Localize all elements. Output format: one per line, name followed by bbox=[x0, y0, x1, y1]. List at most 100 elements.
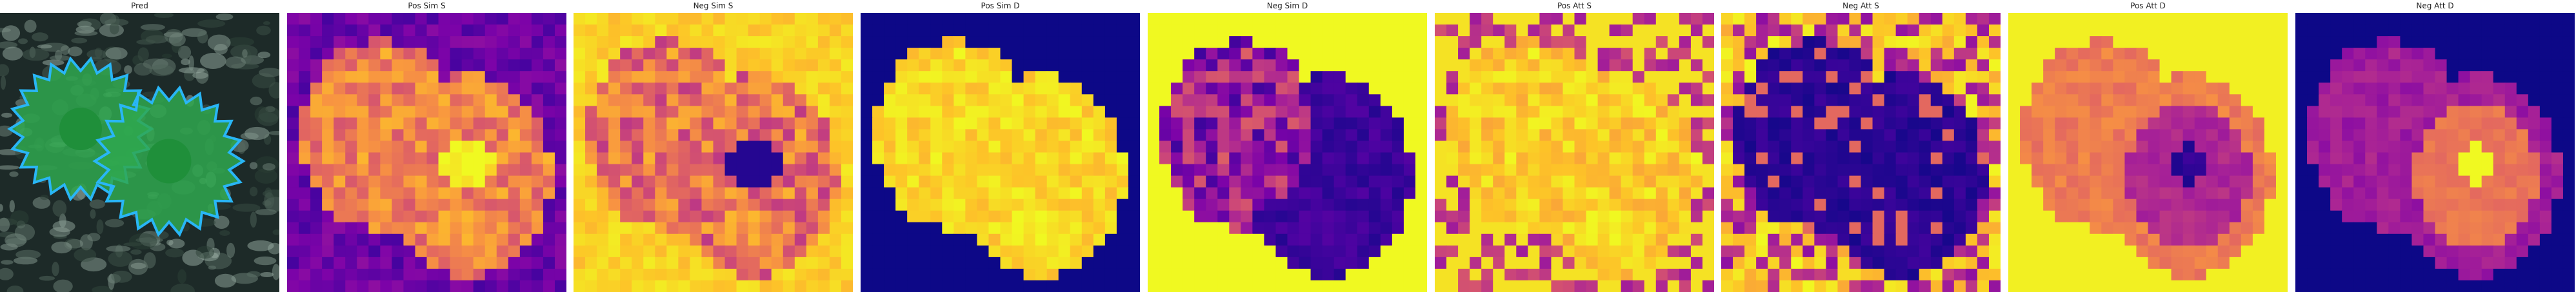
heatmap-cell bbox=[1000, 268, 1013, 281]
heatmap-cell bbox=[1930, 164, 1943, 177]
heatmap-cell bbox=[1609, 187, 1622, 200]
heatmap-cell bbox=[1768, 71, 1780, 83]
heatmap-cell bbox=[2423, 117, 2436, 130]
heatmap-cell bbox=[1895, 71, 1908, 83]
heatmap-cell bbox=[783, 164, 795, 177]
foliage-speck bbox=[77, 21, 92, 28]
heatmap-cell bbox=[783, 71, 795, 83]
heatmap-cell bbox=[1872, 175, 1885, 188]
heatmap-cell bbox=[1229, 245, 1241, 258]
heatmap-cell bbox=[322, 210, 334, 223]
heatmap-cell bbox=[2008, 83, 2021, 95]
heatmap-cell bbox=[1264, 222, 1277, 235]
heatmap-cell bbox=[1093, 187, 1106, 200]
heatmap-cell bbox=[2229, 36, 2242, 48]
heatmap-cell bbox=[713, 117, 726, 130]
heatmap-cell bbox=[2113, 175, 2126, 188]
heatmap-cell bbox=[2159, 36, 2172, 48]
heatmap-cell bbox=[1058, 13, 1071, 25]
heatmap-cell bbox=[872, 94, 884, 106]
heatmap-cell bbox=[1310, 24, 1323, 37]
heatmap-cell bbox=[519, 94, 532, 106]
heatmap-cell bbox=[829, 280, 842, 292]
heatmap-cell bbox=[1621, 117, 1633, 130]
heatmap-cell bbox=[620, 268, 632, 281]
heatmap-cell bbox=[334, 71, 346, 83]
foliage-speck bbox=[214, 273, 237, 288]
heatmap-cell bbox=[1733, 106, 1745, 118]
heatmap-cell bbox=[1679, 164, 1692, 177]
heatmap-cell bbox=[2066, 245, 2079, 258]
heatmap-cell bbox=[1275, 245, 1288, 258]
heatmap-cell bbox=[2101, 36, 2113, 48]
heatmap-cell bbox=[1368, 129, 1381, 142]
heatmap-cell bbox=[1264, 164, 1277, 177]
heatmap-cell bbox=[1644, 210, 1657, 223]
heatmap-cell bbox=[1667, 13, 1680, 25]
heatmap-cell bbox=[543, 24, 555, 37]
heatmap-cell bbox=[724, 164, 737, 177]
heatmap-cell bbox=[1000, 257, 1013, 269]
heatmap-cell bbox=[1380, 59, 1393, 72]
heatmap-cell bbox=[1458, 175, 1470, 188]
heatmap-cell bbox=[2307, 94, 2319, 106]
heatmap-cell bbox=[895, 36, 908, 48]
heatmap-cell bbox=[817, 13, 830, 25]
heatmap-cell bbox=[1744, 199, 1757, 211]
heatmap-cell bbox=[585, 152, 597, 165]
heatmap-cell bbox=[1826, 152, 1839, 165]
heatmap-cell bbox=[322, 187, 334, 200]
heatmap-cell bbox=[2504, 106, 2517, 118]
heatmap-cell bbox=[1081, 152, 1094, 165]
heatmap-cell bbox=[1621, 233, 1633, 246]
heatmap-cell bbox=[643, 94, 655, 106]
heatmap-cell bbox=[2330, 117, 2342, 130]
heatmap-cell bbox=[1171, 59, 1183, 72]
heatmap-cell bbox=[690, 141, 703, 153]
heatmap-cell bbox=[2435, 141, 2448, 153]
foliage-speck bbox=[237, 141, 246, 154]
heatmap-cell bbox=[380, 83, 392, 95]
heatmap-plot bbox=[1148, 13, 1427, 292]
heatmap-cell bbox=[1690, 233, 1703, 246]
heatmap-cell bbox=[574, 268, 586, 281]
heatmap-cell bbox=[1159, 71, 1172, 83]
heatmap-cell bbox=[1194, 117, 1206, 130]
heatmap-cell bbox=[1368, 24, 1381, 37]
heatmap-cell bbox=[2229, 245, 2242, 258]
heatmap-cell bbox=[1403, 210, 1416, 223]
heatmap-cell bbox=[1977, 94, 1990, 106]
heatmap-cell bbox=[1357, 48, 1370, 60]
heatmap-cell bbox=[748, 187, 761, 200]
heatmap-cell bbox=[2032, 199, 2044, 211]
heatmap-cell bbox=[977, 94, 990, 106]
heatmap-cell bbox=[1632, 233, 1645, 246]
heatmap-cell bbox=[1241, 233, 1253, 246]
heatmap-cell bbox=[965, 13, 978, 25]
heatmap-cell bbox=[1287, 210, 1300, 223]
heatmap-cell bbox=[759, 187, 772, 200]
heatmap-cell bbox=[368, 222, 381, 235]
heatmap-cell bbox=[1768, 257, 1780, 269]
heatmap-cell bbox=[2229, 175, 2242, 188]
heatmap-cell bbox=[2493, 175, 2506, 188]
heatmap-cell bbox=[2400, 13, 2413, 25]
heatmap-cell bbox=[1183, 257, 1195, 269]
heatmap-cell bbox=[426, 129, 439, 142]
heatmap-cell bbox=[2008, 210, 2021, 223]
heatmap-cell bbox=[2008, 117, 2021, 130]
heatmap-cell bbox=[1884, 106, 1897, 118]
heatmap-cell bbox=[2470, 233, 2482, 246]
heatmap-cell bbox=[2516, 199, 2529, 211]
heatmap-cell bbox=[690, 187, 703, 200]
heatmap-cell bbox=[1299, 59, 1312, 72]
heatmap-cell bbox=[1597, 117, 1610, 130]
heatmap-cell bbox=[2411, 117, 2424, 130]
heatmap-cell bbox=[2136, 94, 2149, 106]
heatmap-cell bbox=[895, 106, 908, 118]
heatmap-cell bbox=[2241, 83, 2253, 95]
heatmap-cell bbox=[415, 129, 428, 142]
heatmap-cell bbox=[895, 280, 908, 292]
heatmap-cell bbox=[299, 152, 311, 165]
heatmap-cell bbox=[2078, 71, 2090, 83]
